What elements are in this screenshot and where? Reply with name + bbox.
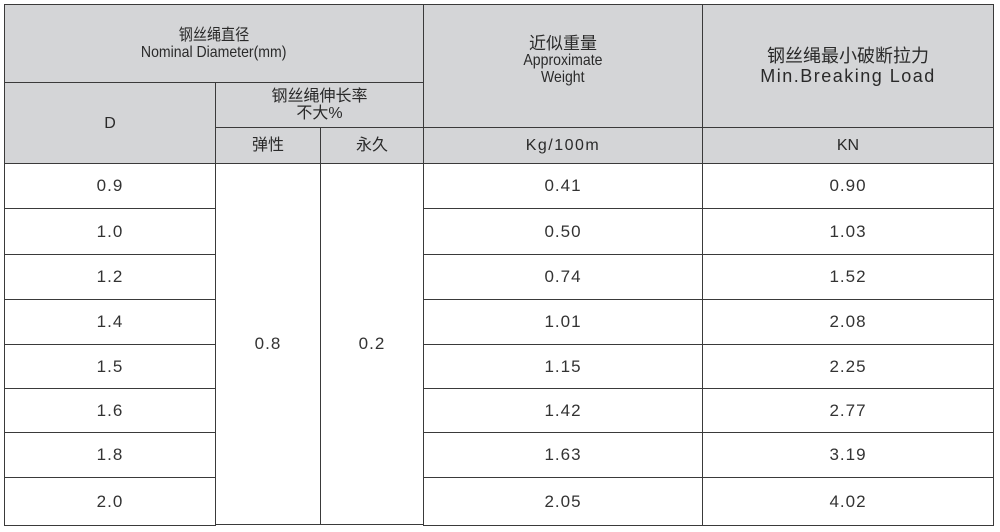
cell-load-text: 0.90 bbox=[829, 176, 867, 195]
header-permanent: 永久 bbox=[320, 127, 424, 164]
header-load: 钢丝绳最小破断拉力 Min.Breaking Load bbox=[702, 4, 994, 128]
cell-load-text: 1.03 bbox=[829, 221, 867, 241]
header-d: D bbox=[4, 82, 216, 164]
cell-d-text: 1.5 bbox=[96, 356, 124, 376]
cell-weight-text: 0.41 bbox=[544, 176, 582, 195]
cell-weight: 1.15 bbox=[423, 344, 703, 389]
header-elongation-sub: 不大% bbox=[296, 105, 343, 122]
cell-load: 3.19 bbox=[702, 432, 994, 478]
cell-weight-text: 1.63 bbox=[544, 445, 582, 464]
header-weight-cn: 近似重量 bbox=[529, 34, 597, 53]
cell-weight: 1.01 bbox=[423, 299, 703, 345]
cell-d: 1.4 bbox=[4, 299, 216, 345]
cell-weight-text: 2.05 bbox=[544, 491, 582, 511]
permanent-value-text: 0.2 bbox=[358, 334, 386, 353]
header-load-cn: 钢丝绳最小破断拉力 bbox=[767, 46, 929, 66]
cell-load: 1.03 bbox=[702, 208, 994, 255]
elastic-value: 0.8 bbox=[215, 163, 321, 525]
cell-load-text: 2.08 bbox=[829, 312, 867, 331]
cell-d: 2.0 bbox=[4, 477, 216, 526]
header-diameter-en: Nominal Diameter(mm) bbox=[141, 43, 287, 61]
cell-weight: 0.74 bbox=[423, 254, 703, 300]
cell-load: 1.52 bbox=[702, 254, 994, 300]
header-elongation: 钢丝绳伸长率 不大% bbox=[215, 82, 424, 128]
cell-load: 4.02 bbox=[702, 477, 994, 526]
header-weight-unit: Kg/100m bbox=[423, 127, 703, 164]
cell-load-text: 1.52 bbox=[829, 267, 867, 286]
cell-load: 2.08 bbox=[702, 299, 994, 345]
header-weight-en1: Approximate bbox=[523, 52, 603, 69]
cell-d: 1.5 bbox=[4, 344, 216, 389]
header-load-unit: KN bbox=[702, 127, 994, 164]
cell-d-text: 1.6 bbox=[96, 400, 124, 420]
header-load-unit-label: KN bbox=[836, 137, 860, 154]
cell-weight: 1.42 bbox=[423, 388, 703, 433]
header-elongation-cn: 钢丝绳伸长率 bbox=[271, 88, 368, 105]
cell-weight: 2.05 bbox=[423, 477, 703, 526]
cell-d: 1.8 bbox=[4, 432, 216, 478]
cell-d-text: 2.0 bbox=[96, 491, 124, 511]
cell-load: 0.90 bbox=[702, 163, 994, 209]
cell-weight-text: 1.01 bbox=[544, 312, 582, 331]
header-diameter-cn: 钢丝绳直径 bbox=[178, 26, 250, 44]
cell-load-text: 3.19 bbox=[829, 445, 867, 464]
cell-weight: 1.63 bbox=[423, 432, 703, 478]
cell-load-text: 4.02 bbox=[829, 491, 867, 511]
cell-weight: 0.41 bbox=[423, 163, 703, 209]
cell-d-text: 1.4 bbox=[96, 312, 124, 331]
cell-weight-text: 1.42 bbox=[544, 400, 582, 420]
header-weight-en2: Weight bbox=[541, 69, 585, 86]
elastic-value-text: 0.8 bbox=[254, 334, 282, 353]
header-d-label: D bbox=[104, 114, 116, 132]
cell-d-text: 1.0 bbox=[96, 221, 124, 241]
header-load-en: Min.Breaking Load bbox=[760, 66, 936, 86]
cell-load-text: 2.77 bbox=[829, 400, 867, 420]
permanent-value: 0.2 bbox=[320, 163, 424, 525]
header-weight-unit-label: Kg/100m bbox=[525, 137, 601, 154]
cell-weight-text: 0.50 bbox=[544, 221, 582, 241]
cell-d: 1.0 bbox=[4, 208, 216, 255]
cell-load-text: 2.25 bbox=[829, 356, 867, 376]
header-elastic-label: 弹性 bbox=[251, 137, 284, 154]
header-permanent-label: 永久 bbox=[355, 137, 388, 154]
header-weight: 近似重量 Approximate Weight bbox=[423, 4, 703, 128]
cell-weight: 0.50 bbox=[423, 208, 703, 255]
header-elastic: 弹性 bbox=[215, 127, 321, 164]
cell-d-text: 0.9 bbox=[96, 176, 124, 195]
cell-d-text: 1.8 bbox=[96, 445, 124, 464]
cell-weight-text: 1.15 bbox=[544, 356, 582, 376]
cell-d: 1.2 bbox=[4, 254, 216, 300]
cell-d-text: 1.2 bbox=[96, 267, 124, 286]
cell-d: 1.6 bbox=[4, 388, 216, 433]
header-diameter: 钢丝绳直径 Nominal Diameter(mm) bbox=[4, 4, 424, 83]
cell-load: 2.77 bbox=[702, 388, 994, 433]
cell-weight-text: 0.74 bbox=[544, 267, 582, 286]
cell-load: 2.25 bbox=[702, 344, 994, 389]
cell-d: 0.9 bbox=[4, 163, 216, 209]
